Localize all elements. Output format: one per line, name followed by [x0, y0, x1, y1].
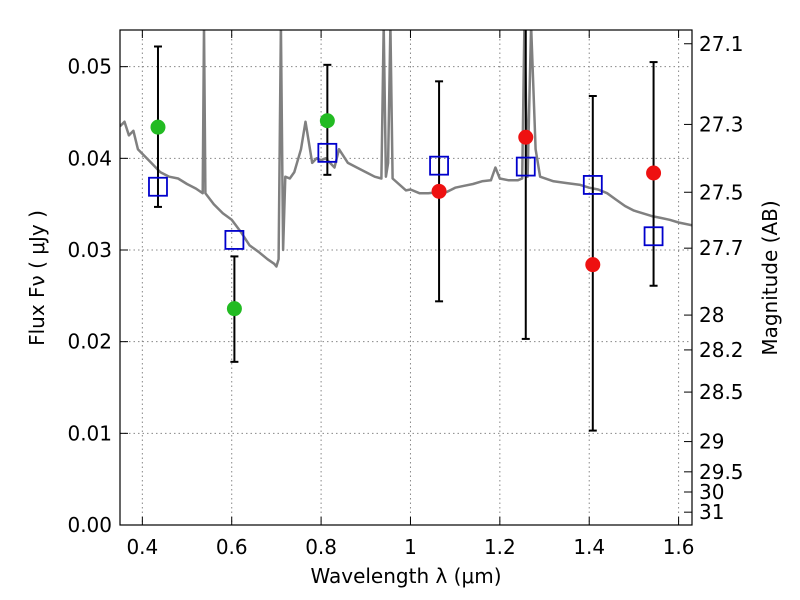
x-tick-label: 0.8 [305, 535, 337, 559]
plot-background [120, 30, 692, 525]
model-photometry-square [148, 176, 168, 197]
nir-data-point [518, 129, 534, 145]
y-tick-label: 0.02 [67, 330, 112, 354]
x-tick-label: 1 [404, 535, 417, 559]
model-photometry-markers [148, 142, 664, 250]
x-tick-label: 0.6 [216, 535, 248, 559]
model-photometry-square [224, 230, 245, 250]
y2-tick-label: 30 [699, 480, 724, 504]
model-spectrum-layer [120, 30, 692, 268]
model-photometry-square [429, 155, 449, 176]
x-tick-label: 0.4 [126, 535, 158, 559]
model-spectrum-line [120, 30, 692, 268]
y-tick-label: 0.01 [67, 421, 112, 445]
y2-tick-label: 27.1 [699, 32, 744, 56]
y-tick-label: 0.04 [67, 146, 112, 170]
model-photometry-square [582, 175, 603, 195]
observed-points [150, 113, 662, 317]
y-tick-label: 0.00 [67, 513, 112, 537]
model-photometry-square [317, 142, 338, 163]
y2-tick-label: 29.5 [699, 460, 744, 484]
nir-data-point [646, 165, 662, 181]
optical-data-point [150, 119, 166, 135]
y-tick-label: 0.03 [67, 238, 112, 262]
y2-tick-label: 27.7 [699, 236, 744, 260]
x-tick-label: 1.2 [484, 535, 516, 559]
x-axis-title: Wavelength λ (μm) [310, 564, 501, 588]
y2-tick-label: 27.3 [699, 112, 744, 136]
axis-ticks: 0.4 0.6 0.8 1 1.2 1.4 1.6 0.00 0.01 0.02 0.03 0.04 0… [67, 30, 744, 559]
x-tick-label: 1.6 [663, 535, 695, 559]
y2-axis-title: Magnitude (AB) [758, 200, 782, 355]
nir-data-point [431, 183, 447, 199]
y2-tick-label: 28.2 [699, 338, 744, 362]
x-tick-label: 1.4 [573, 535, 605, 559]
y2-tick-label: 31 [699, 500, 724, 524]
model-photometry-square [515, 156, 536, 177]
model-photometry-square [643, 226, 664, 247]
y2-tick-label: 29 [699, 430, 724, 454]
y-tick-label: 0.05 [67, 55, 112, 79]
nir-data-point [585, 257, 601, 273]
optical-data-point [319, 113, 335, 129]
y2-tick-label: 28 [699, 303, 724, 327]
y2-tick-label: 28.5 [699, 380, 744, 404]
y2-tick-label: 27.5 [699, 180, 744, 204]
optical-data-point [226, 301, 242, 317]
plot-frame [119, 29, 693, 526]
y-axis-title: Flux Fν ( μJy ) [25, 210, 49, 346]
